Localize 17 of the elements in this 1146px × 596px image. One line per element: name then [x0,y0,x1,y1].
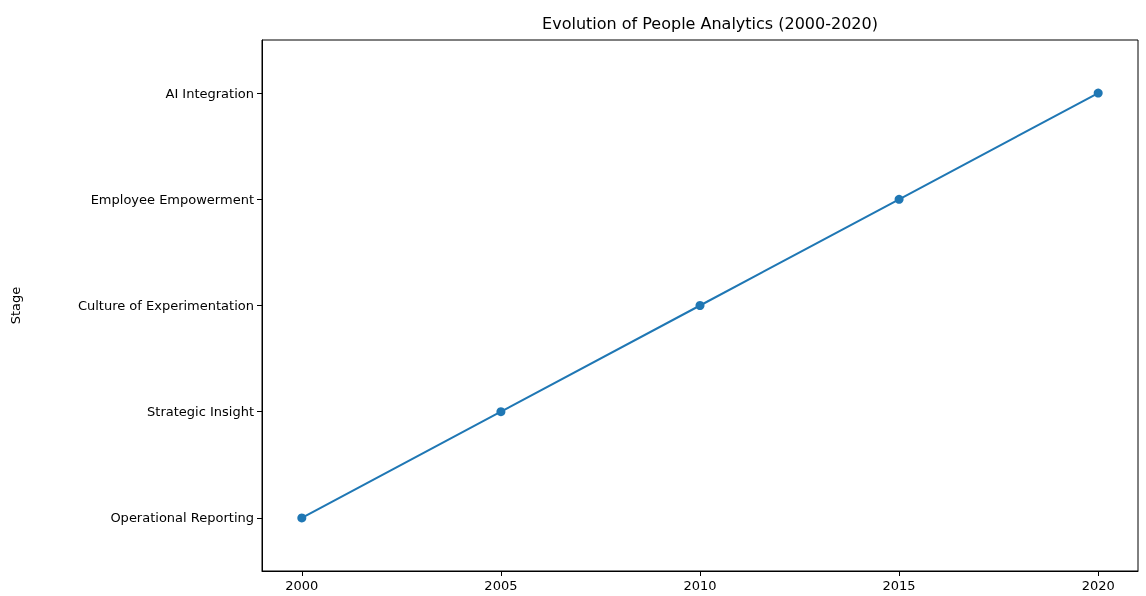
x-tick-label: 2005 [484,578,518,593]
y-tick-label: Strategic Insight [147,404,254,420]
x-tick-label: 2000 [285,578,319,593]
y-tick-label: Operational Reporting [110,510,254,526]
point [496,407,506,417]
x-tick-label: 2020 [1081,578,1115,593]
point [297,513,307,523]
point [1093,88,1103,98]
x-tick-label: 2010 [683,578,717,593]
chart-title: Evolution of People Analytics (2000-2020) [542,13,878,33]
y-tick-label: Culture of Experimentation [77,298,254,313]
y-tick-label: Employee Empowerment [90,191,254,207]
point [894,194,904,204]
point [695,301,705,310]
y-axis-title: Stage [8,286,23,325]
x-tick-label: 2015 [882,578,916,593]
y-tick-label: AI Integration [165,85,254,101]
